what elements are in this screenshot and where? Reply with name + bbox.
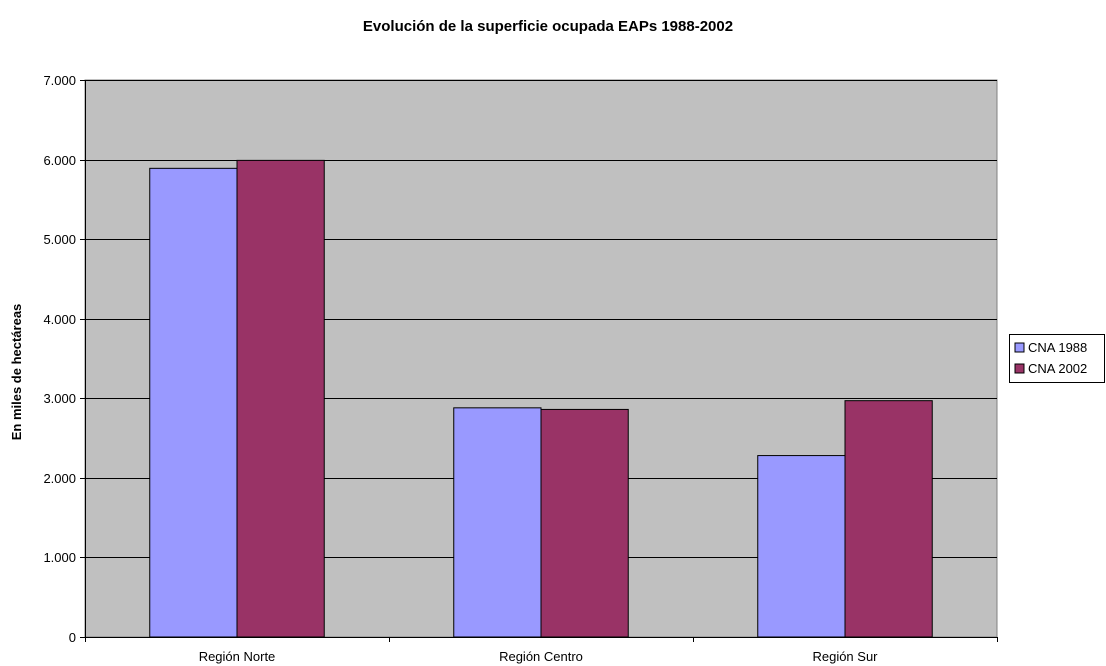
legend-label: CNA 1988 bbox=[1028, 340, 1087, 355]
bar bbox=[149, 167, 238, 638]
legend-box bbox=[1009, 334, 1105, 383]
y-tick-label: 0 bbox=[69, 630, 76, 645]
legend-swatch bbox=[1014, 342, 1025, 353]
y-tick-label: 3.000 bbox=[43, 391, 76, 406]
y-tick-label: 1.000 bbox=[43, 550, 76, 565]
axes bbox=[80, 80, 998, 642]
y-tick-label: 7.000 bbox=[43, 73, 76, 88]
y-tick-label: 2.000 bbox=[43, 471, 76, 486]
x-tick-label: Región Norte bbox=[199, 649, 276, 664]
y-axis-label: En miles de hectáreas bbox=[9, 304, 24, 441]
y-tick-labels: 0 1.000 2.000 3.000 4.000 5.000 6.000 7.000 bbox=[43, 73, 76, 645]
legend-swatch bbox=[1014, 363, 1025, 374]
bar bbox=[844, 400, 933, 638]
legend: CNA 1988 CNA 2002 bbox=[1009, 334, 1105, 383]
bar bbox=[540, 408, 629, 638]
bars bbox=[149, 159, 933, 638]
y-tick-label: 5.000 bbox=[43, 232, 76, 247]
y-tick-label: 4.000 bbox=[43, 312, 76, 327]
x-tick-label: Región Centro bbox=[499, 649, 583, 664]
x-tick-label: Región Sur bbox=[812, 649, 878, 664]
chart-title: Evolución de la superficie ocupada EAPs … bbox=[363, 18, 733, 35]
y-tick-label: 6.000 bbox=[43, 153, 76, 168]
bar bbox=[757, 455, 846, 638]
bar bbox=[453, 407, 542, 638]
x-tick-labels: Región Norte Región Centro Región Sur bbox=[199, 649, 878, 664]
legend-label: CNA 2002 bbox=[1028, 361, 1087, 376]
bar bbox=[236, 159, 325, 638]
